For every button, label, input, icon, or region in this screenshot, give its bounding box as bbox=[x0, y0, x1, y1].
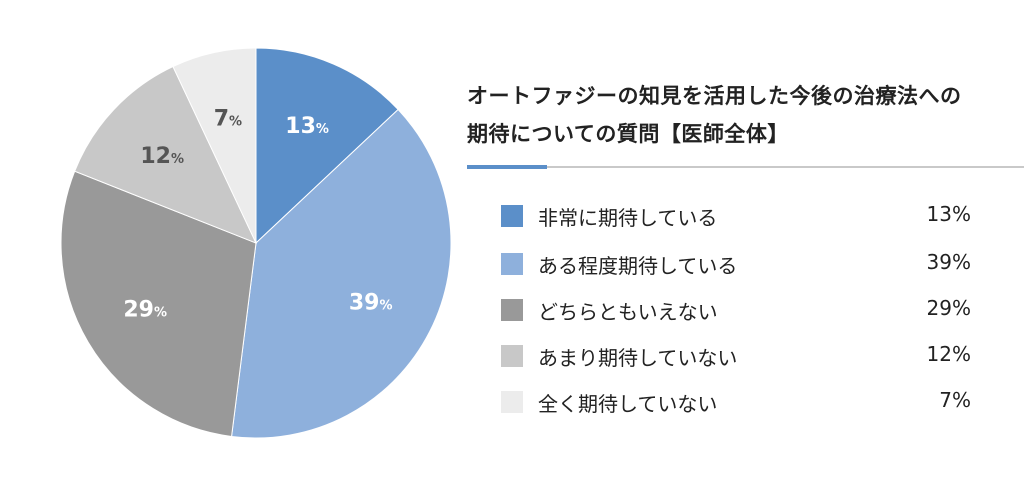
legend-value: 7% bbox=[939, 388, 971, 412]
pie-slice bbox=[60, 170, 257, 438]
legend-value: 13% bbox=[926, 202, 971, 226]
pie-slice bbox=[172, 47, 257, 244]
pie-slice-label: 39% bbox=[349, 290, 393, 315]
chart-title-line-2: 期待についての質問【医師全体】 bbox=[467, 122, 789, 146]
legend-label: 全く期待していない bbox=[538, 392, 718, 416]
legend-item: 全く期待していない 7% bbox=[501, 387, 971, 417]
pie-slice bbox=[231, 108, 452, 439]
legend-swatch bbox=[501, 345, 523, 367]
legend-item: 非常に期待している 13% bbox=[501, 201, 971, 231]
legend-value: 12% bbox=[926, 342, 971, 366]
legend-swatch bbox=[501, 253, 523, 275]
pie-slice bbox=[255, 47, 399, 245]
legend-label: 非常に期待している bbox=[538, 206, 718, 230]
pie-chart: 13% 39% 29% 12% 7% bbox=[60, 47, 452, 439]
legend-swatch bbox=[501, 205, 523, 227]
pie-slice-label: 12% bbox=[140, 144, 184, 169]
legend-item: どちらともいえない 29% bbox=[501, 295, 971, 325]
legend-label: あまり期待していない bbox=[538, 346, 738, 370]
title-divider bbox=[467, 166, 1024, 168]
legend-item: ある程度期待している 39% bbox=[501, 249, 971, 279]
pie-slice-label: 29% bbox=[123, 298, 167, 323]
legend-label: どちらともいえない bbox=[538, 300, 718, 324]
legend-value: 29% bbox=[926, 296, 971, 320]
chart-title-line-1: オートファジーの知見を活用した今後の治療法への bbox=[467, 84, 962, 108]
legend-value: 39% bbox=[926, 250, 971, 274]
title-divider-accent bbox=[467, 165, 547, 169]
legend-swatch bbox=[501, 391, 523, 413]
pie-slice-label: 7% bbox=[214, 106, 242, 131]
legend-label: ある程度期待している bbox=[538, 254, 738, 278]
legend-swatch bbox=[501, 299, 523, 321]
pie-slice bbox=[74, 65, 257, 244]
legend-item: あまり期待していない 12% bbox=[501, 341, 971, 371]
pie-slice-label: 13% bbox=[285, 114, 329, 139]
